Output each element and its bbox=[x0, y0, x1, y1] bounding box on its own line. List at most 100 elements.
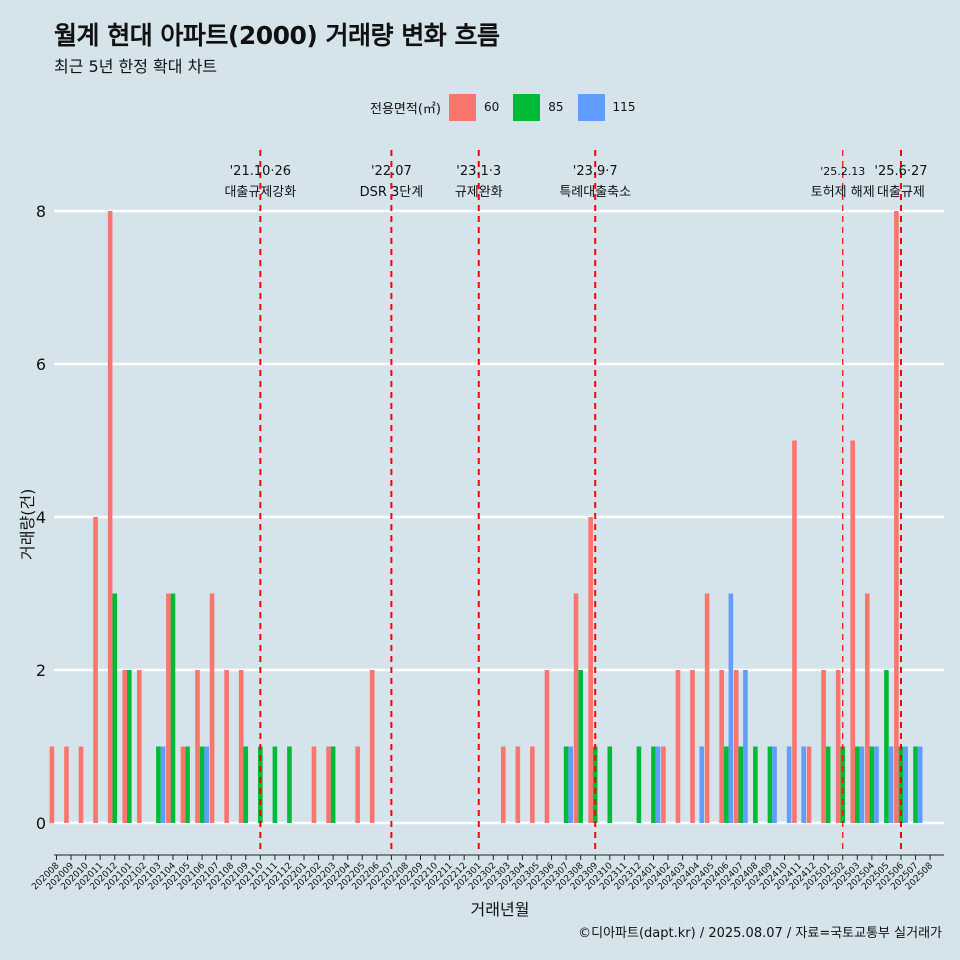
event-text-label: 대출규제강화 bbox=[224, 185, 296, 200]
bar-202307-115 bbox=[568, 746, 573, 823]
bar-202411-60 bbox=[792, 440, 797, 823]
bar-202104-85 bbox=[170, 593, 176, 823]
bar-202507-85 bbox=[913, 746, 918, 823]
bar-202103-85 bbox=[156, 746, 161, 823]
bar-202501-85 bbox=[825, 746, 831, 823]
bar-202109-60 bbox=[238, 670, 244, 823]
bar-202203-60 bbox=[326, 746, 331, 823]
bar-202504-85 bbox=[869, 746, 875, 823]
bar-202105-60 bbox=[180, 746, 186, 823]
bar-202310-85 bbox=[607, 746, 613, 823]
bar-202305-60 bbox=[530, 746, 535, 823]
bar-202106-85 bbox=[199, 746, 205, 823]
bar-202507-115 bbox=[917, 746, 923, 823]
bar-202503-85 bbox=[855, 746, 860, 823]
y-axis-label: 거래량(건) bbox=[18, 488, 37, 560]
legend: 전용면적(㎡) 60 85 115 bbox=[370, 93, 649, 121]
bar-202312-85 bbox=[636, 746, 642, 823]
bar-202404-60 bbox=[690, 670, 695, 823]
legend-label-85: 85 bbox=[548, 100, 564, 114]
bar-202411-115 bbox=[801, 746, 806, 823]
event-date-label: '23.1·3 bbox=[456, 164, 501, 179]
bar-202506-60 bbox=[894, 211, 899, 823]
event-date-label: '21.10·26 bbox=[230, 164, 291, 179]
bar-202506-85 bbox=[898, 746, 904, 823]
bar-202502-85 bbox=[840, 746, 846, 823]
bar-202105-85 bbox=[185, 746, 190, 823]
bar-202407-60 bbox=[733, 670, 739, 823]
bar-202406-115 bbox=[728, 593, 734, 823]
bar-202103-115 bbox=[160, 746, 166, 823]
bar-202403-60 bbox=[675, 670, 681, 823]
bar-202402-60 bbox=[661, 746, 666, 823]
legend-label-115: 115 bbox=[612, 100, 636, 114]
event-date-label: '25.2.13 bbox=[820, 165, 865, 178]
bar-202106-60 bbox=[195, 670, 200, 823]
bar-202011-60 bbox=[93, 517, 98, 823]
chart-subtitle: 최근 5년 한정 확대 차트 bbox=[54, 57, 218, 76]
bar-202401-115 bbox=[655, 746, 661, 823]
source-caption: ©디아파트(dapt.kr) / 2025.08.07 / 자료=국토교통부 실… bbox=[578, 926, 942, 941]
bar-202409-85 bbox=[767, 746, 773, 823]
legend-key-60 bbox=[448, 93, 476, 121]
x-axis-label: 거래년월 bbox=[470, 900, 530, 919]
bar-202110-85 bbox=[258, 746, 263, 823]
legend-label-60: 60 bbox=[483, 100, 500, 114]
event-text-label: 규제완화 bbox=[455, 185, 503, 200]
bar-202505-115 bbox=[888, 746, 894, 823]
bar-202101-60 bbox=[122, 670, 127, 823]
bar-202306-60 bbox=[544, 670, 550, 823]
bar-202408-85 bbox=[753, 746, 758, 823]
bar-202308-85 bbox=[578, 670, 583, 823]
bar-202008-60 bbox=[49, 746, 55, 823]
event-date-label: '22.07 bbox=[371, 164, 412, 179]
bar-202101-85 bbox=[127, 670, 132, 823]
bar-202202-60 bbox=[311, 746, 317, 823]
bar-202104-60 bbox=[166, 593, 171, 823]
bar-202303-60 bbox=[500, 746, 506, 823]
bar-202012-85 bbox=[112, 593, 118, 823]
event-date-label: '25.6·27 bbox=[874, 164, 927, 179]
bar-202307-85 bbox=[563, 746, 569, 823]
bar-202410-115 bbox=[786, 746, 792, 823]
bar-202503-115 bbox=[859, 746, 865, 823]
bar-202304-60 bbox=[515, 746, 521, 823]
bar-202404-115 bbox=[699, 746, 705, 823]
bar-202309-60 bbox=[588, 517, 593, 823]
event-text-label: DSR 3단계 bbox=[360, 185, 424, 200]
event-date-label: '23.9·7 bbox=[573, 164, 618, 179]
bar-202109-85 bbox=[243, 746, 249, 823]
bar-202206-60 bbox=[369, 670, 375, 823]
y-tick-label: 0 bbox=[36, 814, 46, 833]
bar-202009-60 bbox=[64, 746, 69, 823]
bar-202401-85 bbox=[651, 746, 656, 823]
bar-202503-60 bbox=[850, 440, 855, 823]
chart-title: 월계 현대 아파트(2000) 거래량 변화 흐름 bbox=[54, 21, 500, 50]
bar-202012-60 bbox=[107, 211, 113, 823]
bar-202010-60 bbox=[78, 746, 84, 823]
bar-202407-115 bbox=[743, 670, 748, 823]
event-text-label: 대출규제 bbox=[877, 185, 925, 200]
bar-202406-85 bbox=[723, 746, 729, 823]
bar-202205-60 bbox=[355, 746, 360, 823]
legend-title: 전용면적(㎡) bbox=[370, 101, 441, 117]
bar-202501-60 bbox=[821, 670, 826, 823]
bar-202409-115 bbox=[772, 746, 777, 823]
bar-202406-60 bbox=[719, 670, 724, 823]
y-tick-label: 4 bbox=[36, 508, 46, 527]
bar-202309-85 bbox=[592, 746, 598, 823]
bar-202203-85 bbox=[330, 746, 336, 823]
event-text-label: 특례대출축소 bbox=[559, 185, 631, 200]
bar-202112-85 bbox=[287, 746, 292, 823]
bar-202405-60 bbox=[704, 593, 710, 823]
event-text-label: 토허제 해제 bbox=[811, 185, 875, 200]
y-tick-label: 2 bbox=[36, 661, 46, 680]
bar-202102-60 bbox=[136, 670, 142, 823]
bar-202308-60 bbox=[573, 593, 579, 823]
bar-202106-115 bbox=[204, 746, 209, 823]
y-tick-label: 8 bbox=[36, 202, 46, 221]
bar-202111-85 bbox=[272, 746, 278, 823]
bar-202407-85 bbox=[738, 746, 744, 823]
bar-202107-60 bbox=[209, 593, 215, 823]
